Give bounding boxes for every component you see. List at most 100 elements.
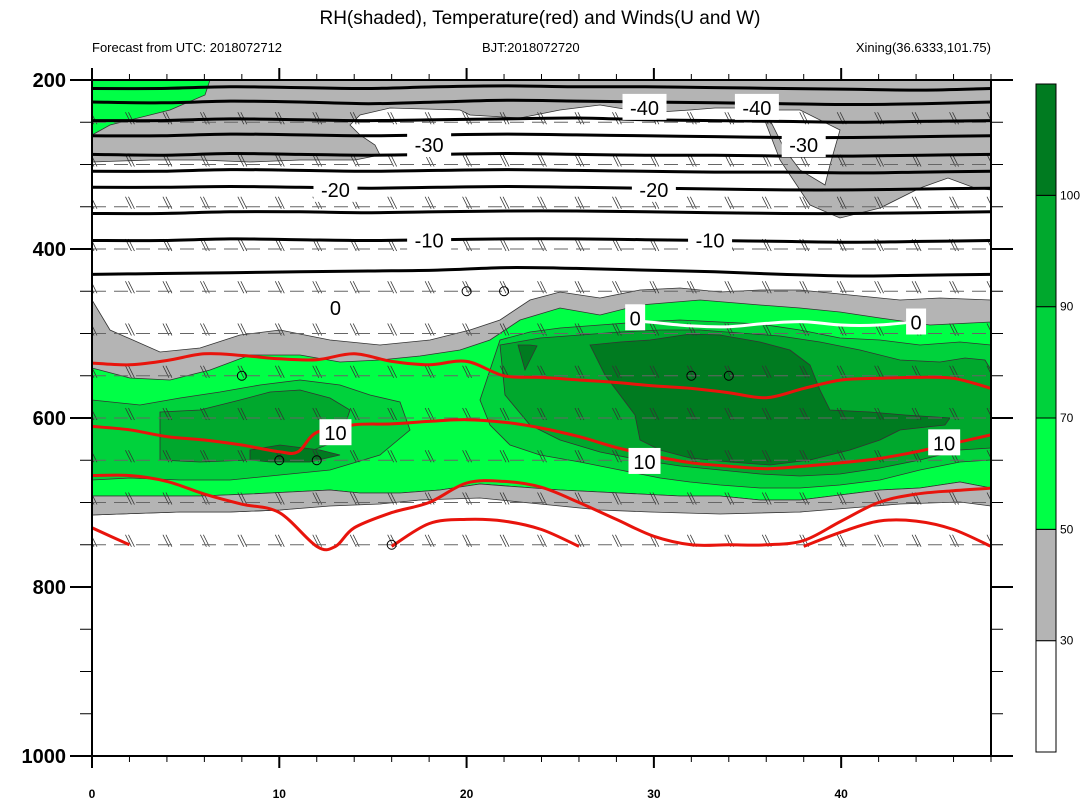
wind-barb (877, 534, 884, 547)
y-tick-label: 400 (33, 239, 66, 261)
wind-barb (612, 323, 619, 336)
wind-barb (652, 365, 660, 378)
chart-title: RH(shaded), Temperature(red) and Winds(U… (319, 8, 760, 29)
black-isotherm (92, 184, 991, 192)
temperature-label: -10 (696, 231, 725, 253)
wind-barb (125, 407, 132, 421)
rh-darkest-green-core (589, 333, 951, 466)
wind-barb (128, 154, 135, 167)
wind-barb (237, 407, 245, 421)
wind-barb (128, 196, 135, 209)
temperature-label-bg (928, 429, 961, 456)
wind-barb (237, 281, 245, 294)
wind-barb (764, 323, 772, 336)
wind-barb (240, 407, 248, 421)
x-tick-label: 40 (834, 787, 848, 801)
wind-barb (125, 365, 132, 378)
wind-barb (387, 450, 395, 463)
red-isotherm (92, 526, 131, 547)
calm-wind-circle (274, 455, 285, 466)
wind-barb (349, 281, 357, 294)
red-isotherm (92, 418, 991, 471)
wind-barb (240, 154, 248, 167)
rh-dark-green-left (159, 389, 351, 463)
wind-barb (125, 323, 132, 336)
wind-barb (349, 323, 357, 336)
wind-barb (237, 492, 245, 505)
y-tick-label: 800 (33, 577, 66, 599)
wind-barb (125, 196, 132, 209)
wind-barb (128, 112, 135, 125)
wind-barb (502, 323, 510, 336)
wind-barb (349, 534, 357, 547)
wind-barb (240, 534, 248, 547)
calm-wind-circle (461, 286, 472, 297)
temperature-label-bg (631, 175, 676, 202)
colorbar-label: 100 (1060, 188, 1080, 202)
wind-barb (652, 492, 660, 505)
y-tick-label: 600 (33, 408, 66, 430)
temperature-label-bg (313, 175, 358, 202)
wind-barb (237, 323, 245, 336)
colorbar-swatch (1035, 417, 1057, 530)
temperature-label-bg (319, 419, 352, 446)
wind-barb (914, 534, 922, 547)
temperature-label-bg (625, 304, 646, 331)
wind-barb (387, 492, 395, 505)
wind-barb (240, 281, 248, 294)
temperature-label: 10 (633, 452, 655, 474)
wind-barb (764, 196, 772, 209)
wind-barb (277, 281, 285, 294)
wind-barb (349, 407, 357, 421)
wind-barb (125, 281, 132, 294)
wind-barb (387, 196, 395, 209)
wind-barb (390, 323, 398, 336)
calm-wind-circle (386, 539, 397, 550)
temperature-label: -40 (630, 98, 659, 120)
wind-barb (277, 154, 285, 167)
wind-barb (914, 281, 922, 294)
black-isotherm (92, 116, 991, 124)
black-isotherm (92, 266, 991, 278)
wind-barb (349, 112, 357, 125)
wind-barb (277, 238, 285, 252)
wind-barb (764, 450, 772, 463)
wind-barb (764, 407, 772, 421)
wind-barb (502, 154, 510, 167)
red-isotherms (92, 352, 991, 552)
calm-wind-circle (686, 370, 697, 381)
wind-barb (502, 492, 510, 505)
wind-barb (914, 365, 922, 378)
wind-barb (502, 238, 510, 252)
wind-barb (761, 196, 769, 209)
temperature-label-bg (622, 93, 667, 120)
red-isotherm (803, 518, 991, 548)
wind-barb (390, 365, 398, 378)
wind-barb (390, 196, 398, 209)
x-tick-label: 0 (89, 787, 96, 801)
colorbar-swatch (1035, 528, 1057, 642)
wind-barb (390, 112, 398, 125)
wind-barb (652, 407, 660, 421)
wind-barb (612, 281, 619, 294)
wind-barb (612, 196, 619, 209)
wind-barb (128, 365, 135, 378)
colorbar-swatch (1035, 83, 1057, 196)
calm-points (236, 286, 734, 550)
wind-barb (502, 196, 510, 209)
wind-barb (502, 450, 510, 463)
wind-barb (499, 450, 507, 463)
wind-barb (237, 154, 245, 167)
wind-barb (277, 196, 285, 209)
forecast-time: Forecast from UTC: 2018072712 (92, 40, 282, 55)
colorbar-label: 90 (1060, 300, 1074, 314)
station-label: Xining(36.6333,101.75) (856, 40, 991, 55)
wind-barb (874, 534, 881, 547)
colorbar-label: 30 (1060, 634, 1074, 648)
wind-barb (724, 112, 732, 125)
wind-barb (125, 492, 132, 505)
temperature-label: 0 (911, 313, 922, 335)
black-isotherm (92, 98, 991, 107)
